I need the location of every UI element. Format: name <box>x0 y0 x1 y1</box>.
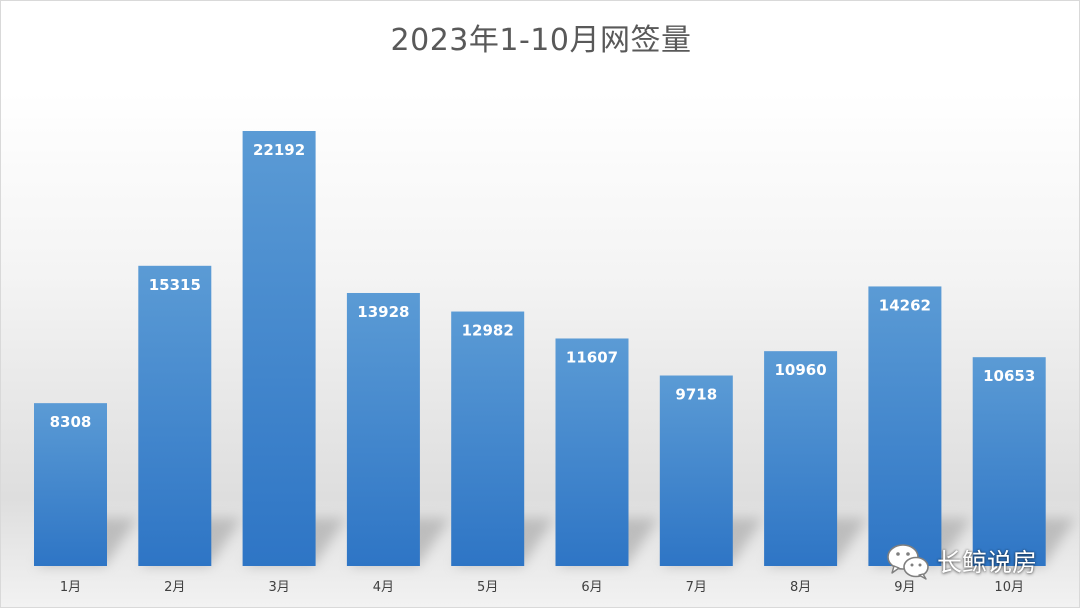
bar-1月 <box>34 403 107 566</box>
x-tick-label: 6月 <box>581 580 602 595</box>
watermark-text: 长鲸说房 <box>937 548 1038 577</box>
data-labels: 8308 15315 22192 13928 12982 11607 9718 10960 14… <box>50 141 1036 431</box>
bar-2月 <box>138 265 212 566</box>
watermark: 长鲸说房 <box>885 539 1037 583</box>
data-label: 13928 <box>357 303 409 321</box>
chart-title: 2023年1-10月网签量 <box>390 23 692 58</box>
wechat-icon <box>887 544 929 580</box>
data-label: 10960 <box>775 361 827 379</box>
x-tick-label: 2月 <box>164 580 185 595</box>
x-tick-label: 8月 <box>790 580 811 595</box>
x-tick-label: 5月 <box>477 580 498 595</box>
data-label: 12982 <box>462 322 514 340</box>
data-label: 22192 <box>253 141 305 159</box>
x-tick-label: 9月 <box>894 580 915 595</box>
x-axis-tick-labels: 1月 2月 3月 4月 5月 6月 7月 8月 9月 10月 <box>60 580 1024 595</box>
data-label: 8308 <box>50 413 92 431</box>
data-label: 15315 <box>149 276 201 294</box>
x-tick-label: 10月 <box>994 580 1024 595</box>
x-tick-label: 3月 <box>268 580 289 595</box>
data-label: 10653 <box>983 367 1035 385</box>
bar-6月 <box>555 338 629 566</box>
bar-10月 <box>972 357 1046 566</box>
bar-4月 <box>346 292 420 566</box>
bar-8月 <box>764 351 838 566</box>
bar-7月 <box>659 375 733 566</box>
x-tick-label: 1月 <box>60 580 81 595</box>
bar-series <box>34 131 1046 566</box>
x-tick-label: 4月 <box>373 580 394 595</box>
data-label: 9718 <box>675 386 717 404</box>
bar-5月 <box>451 311 525 566</box>
bar-3月 <box>242 131 316 566</box>
bar-9月 <box>868 286 942 566</box>
data-label: 14262 <box>879 296 931 314</box>
x-tick-label: 7月 <box>686 580 707 595</box>
data-label: 11607 <box>566 348 618 366</box>
